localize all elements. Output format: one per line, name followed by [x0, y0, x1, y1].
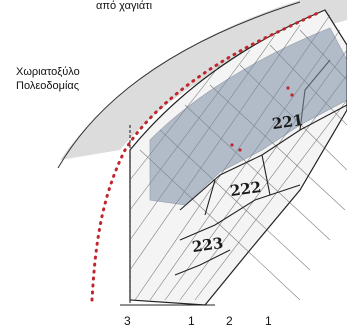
bottom-marker-3: 3 [124, 314, 131, 328]
shaded-overlay [149, 27, 347, 206]
outer-boundary-line [57, 1, 301, 169]
top-caption: από χαγιάτι [96, 0, 153, 12]
side-label-line2: Πολεοδομίας [16, 80, 80, 92]
side-label-line1: Χωριατοξύλο [16, 66, 80, 78]
bottom-marker-1b: 1 [265, 314, 272, 328]
dotted-boundary [90, 10, 322, 302]
bottom-marker-2: 2 [226, 314, 233, 328]
red-marks [230, 86, 294, 152]
bottom-marker-1a: 1 [188, 314, 195, 328]
